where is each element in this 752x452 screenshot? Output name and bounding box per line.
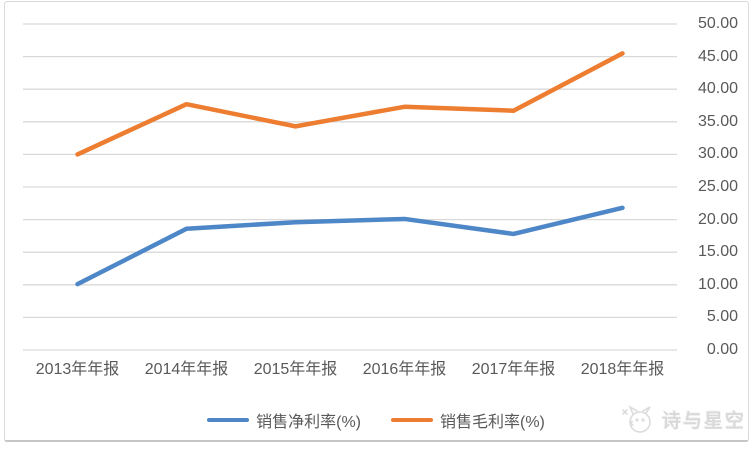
chart-legend: 销售净利率(%) 销售毛利率(%)	[0, 407, 752, 433]
legend-label: 销售毛利率(%)	[440, 414, 545, 431]
legend-line-swatch	[207, 417, 250, 423]
watermark: 诗与星空	[616, 396, 746, 442]
y-axis-tick-label: 35.00	[697, 112, 738, 130]
y-axis-tick-label: 45.00	[697, 47, 738, 65]
x-axis-category-label: 2014年年报	[144, 361, 229, 378]
legend-item: 销售净利率(%)	[207, 408, 361, 432]
x-axis-category-label: 2015年年报	[253, 361, 338, 378]
x-axis-category-label: 2017年年报	[471, 361, 556, 378]
y-axis-tick-label: 20.00	[697, 210, 738, 228]
y-axis-tick-label: 30.00	[697, 145, 738, 163]
x-axis-category-label: 2016年年报	[362, 361, 447, 378]
y-axis-tick-label: 10.00	[697, 275, 738, 293]
series-line-net-profit-margin	[75, 205, 625, 287]
legend-item: 销售毛利率(%)	[391, 408, 545, 432]
y-axis-tick-label: 40.00	[697, 80, 738, 98]
x-axis-category-label: 2018年年报	[580, 361, 665, 378]
x-axis-category-label: 2013年年报	[35, 361, 120, 378]
y-axis-tick-label: 50.00	[697, 15, 738, 32]
y-axis-tick-label: 25.00	[697, 178, 738, 195]
shiyuxingkong-logo-icon	[622, 405, 651, 433]
y-axis-tick-label: 5.00	[706, 308, 738, 326]
y-axis-tick-label: 0.00	[706, 341, 738, 358]
series-line-gross-profit-margin	[75, 51, 625, 157]
legend-label: 销售净利率(%)	[256, 414, 361, 431]
y-axis-tick-label: 15.00	[697, 243, 738, 261]
legend-line-swatch	[391, 417, 433, 423]
watermark-text: 诗与星空	[661, 410, 746, 432]
